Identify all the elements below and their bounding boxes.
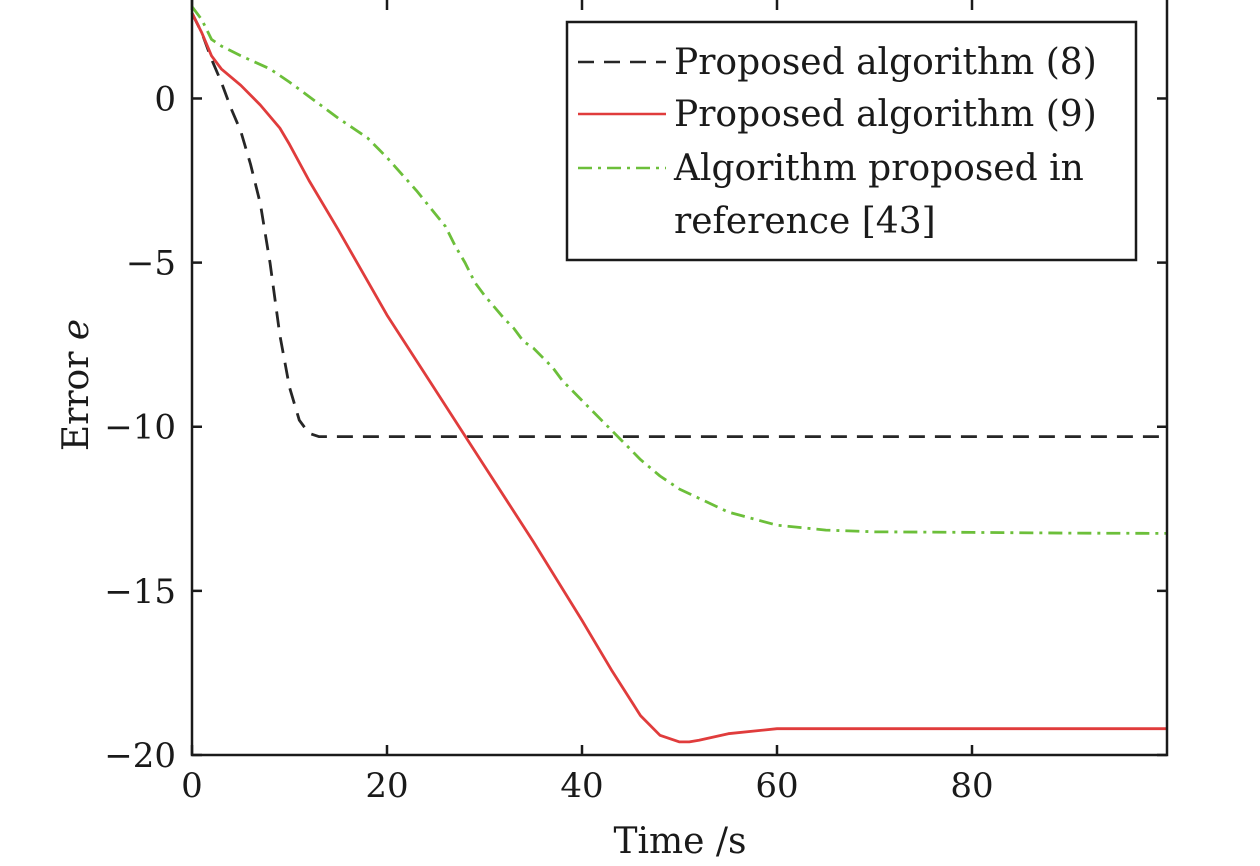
y-tick-label: −10	[104, 408, 176, 448]
series-line-3	[190, 5, 1168, 535]
legend-label-series-3: Algorithm proposed in reference [43]	[673, 148, 1095, 242]
series-line-2	[190, 12, 1167, 744]
legend-label-series-3-line-2: reference [43]	[674, 201, 936, 242]
x-tick-label: 80	[950, 766, 993, 806]
legend-label-series-2: Proposed algorithm (9)	[674, 94, 1097, 135]
y-tick-label: −5	[126, 244, 176, 284]
series-lines	[190, 5, 1168, 744]
axis-ticks	[190, 0, 1167, 757]
y-tick-label: 0	[154, 79, 176, 119]
y-axis-title-text: Error	[56, 340, 97, 451]
tick-labels: 0 20 40 60 80 0 −5 −10 −15 −20	[104, 79, 993, 806]
legend: Proposed algorithm (8) Proposed algorith…	[565, 20, 1138, 262]
plot-frame	[190, 0, 1169, 757]
x-tick-label: 40	[560, 766, 603, 806]
legend-label-series-1: Proposed algorithm (8)	[674, 42, 1097, 83]
y-axis-title: Error e	[56, 319, 97, 451]
x-tick-label: 20	[365, 766, 408, 806]
x-tick-label: 60	[755, 766, 798, 806]
legend-label-series-3-line-1: Algorithm proposed in	[673, 148, 1084, 189]
y-axis-title-variable: e	[56, 319, 97, 340]
x-axis-title: Time /s	[613, 821, 746, 862]
x-tick-label: 0	[181, 766, 203, 806]
y-tick-label: −20	[104, 736, 176, 776]
y-tick-label: −15	[104, 572, 176, 612]
